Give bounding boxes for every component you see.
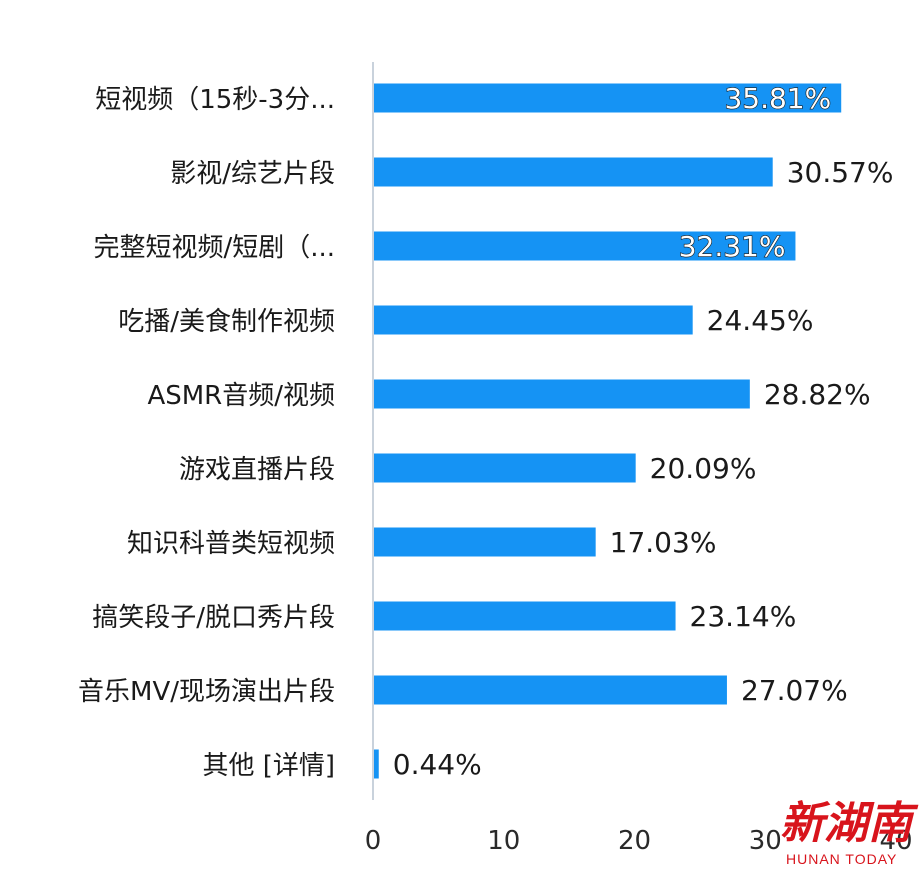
- value-label: 27.07%: [741, 674, 848, 707]
- watermark-logo-text: 新湖南: [780, 798, 919, 849]
- value-label: 35.81%: [724, 82, 831, 115]
- value-label: 20.09%: [650, 452, 757, 485]
- bar: [374, 157, 773, 187]
- x-tick-labels: 0 10 20 30 40: [365, 826, 913, 856]
- value-labels: 35.81% 30.57% 32.31% 24.45% 28.82% 20.09% 17.0…: [393, 81, 894, 781]
- x-tick-label: 0: [365, 826, 382, 856]
- category-label: 搞笑段子/脱口秀片段: [92, 603, 335, 633]
- bar: [374, 231, 796, 261]
- category-label: 完整短视频/短剧（...: [93, 233, 335, 263]
- watermark-logo-subtext: HUNAN TODAY: [786, 851, 897, 867]
- category-label: 其他 [详情]: [202, 751, 335, 781]
- x-tick-label: 40: [879, 826, 912, 856]
- bar: [374, 305, 693, 335]
- value-label: 28.82%: [764, 378, 871, 411]
- bar: [374, 749, 379, 779]
- bar: [374, 527, 596, 557]
- value-label: 32.31%: [679, 230, 786, 263]
- category-label: 游戏直播片段: [179, 455, 335, 485]
- bar: [374, 453, 636, 483]
- category-label: 影视/综艺片段: [170, 159, 335, 189]
- bar: [374, 601, 676, 631]
- x-tick-label: 30: [749, 826, 782, 856]
- x-tick-label: 20: [618, 826, 651, 856]
- bar: [374, 379, 750, 409]
- value-label: 23.14%: [690, 600, 797, 633]
- category-label: 短视频（15秒-3分...: [95, 85, 335, 115]
- bars: [374, 83, 842, 779]
- value-label: 24.45%: [707, 304, 814, 337]
- hunan-today-watermark: 新湖南 HUNAN TODAY: [780, 798, 919, 867]
- value-label: 0.44%: [393, 748, 482, 781]
- category-label: 知识科普类短视频: [127, 529, 335, 559]
- category-label: ASMR音频/视频: [147, 381, 335, 411]
- bar: [374, 675, 727, 705]
- category-label: 音乐MV/现场演出片段: [78, 677, 335, 707]
- value-label: 17.03%: [610, 526, 717, 559]
- x-tick-label: 10: [487, 826, 520, 856]
- value-label: 30.57%: [787, 156, 894, 189]
- bar: [374, 83, 842, 113]
- category-label: 吃播/美食制作视频: [118, 307, 335, 337]
